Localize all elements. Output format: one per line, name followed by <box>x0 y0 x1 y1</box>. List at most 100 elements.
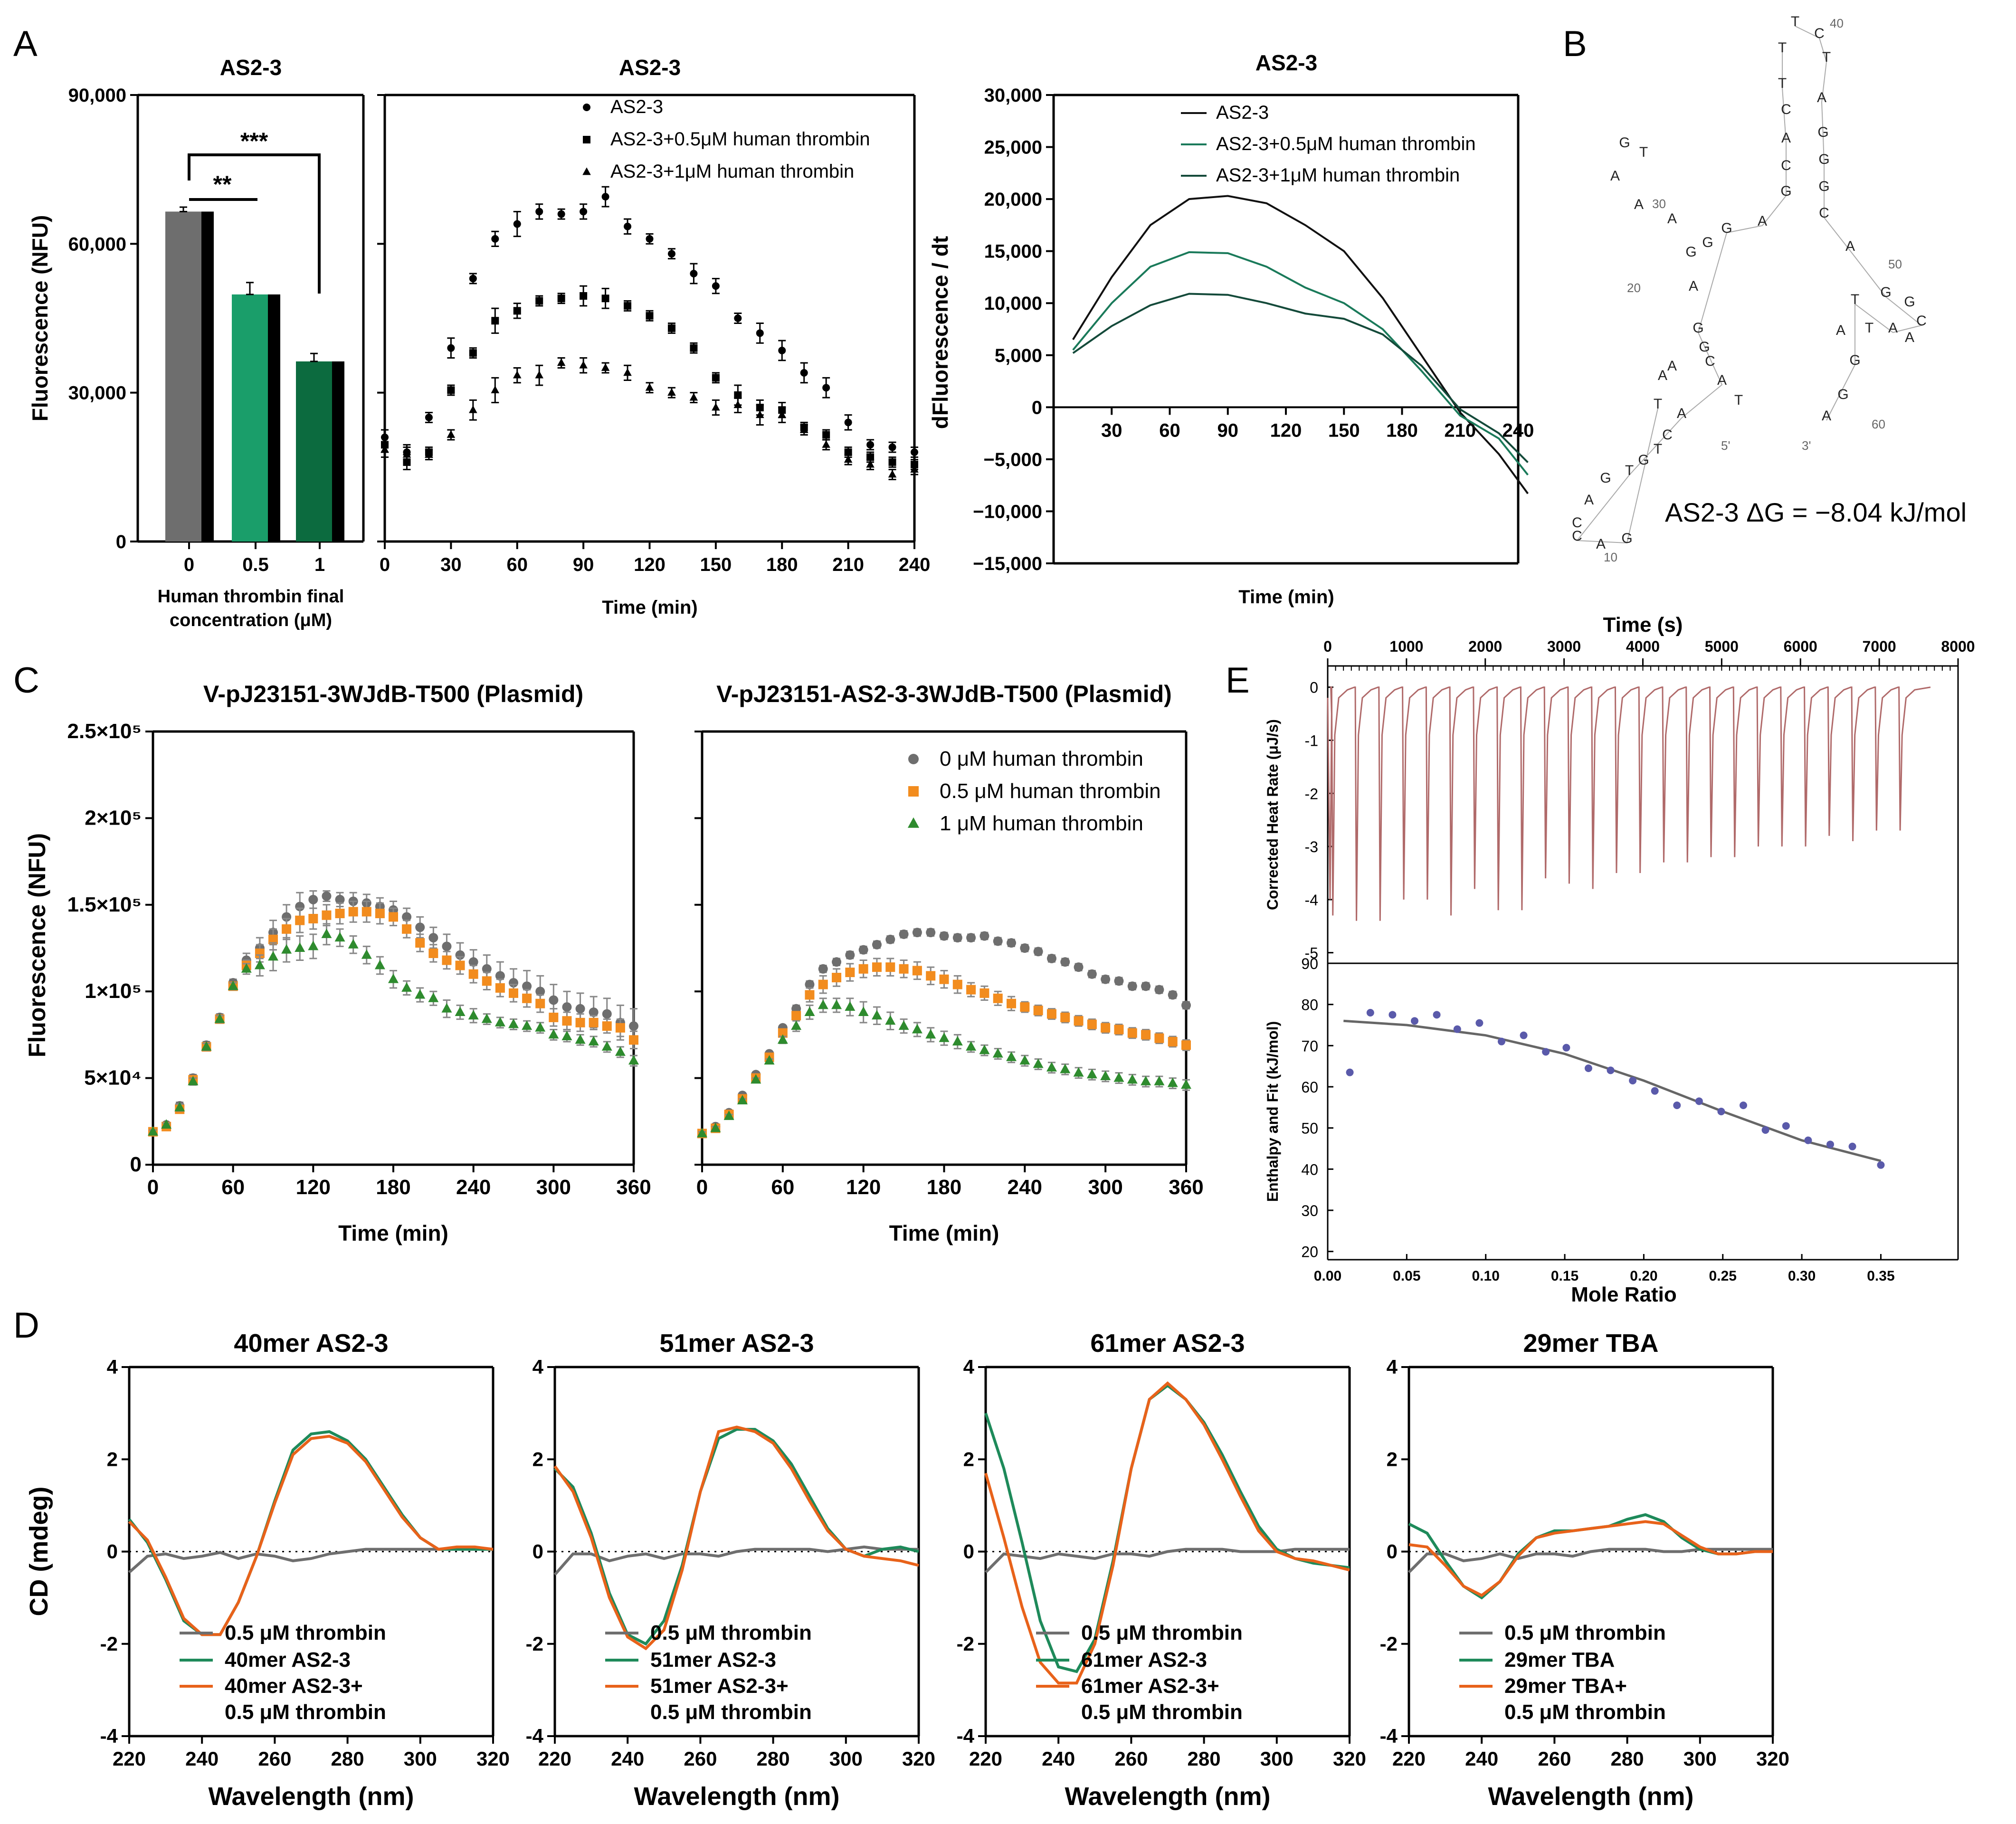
e-bot-xtick-label: 0.10 <box>1472 1268 1500 1284</box>
c2-point <box>1167 1077 1178 1087</box>
d4-ytick-label: -2 <box>1380 1633 1398 1655</box>
e-top-ytick-label: -3 <box>1305 838 1318 855</box>
a2-point <box>491 385 500 393</box>
a2-point <box>469 275 477 283</box>
c2-point <box>1046 953 1056 963</box>
c2-point <box>926 971 936 981</box>
c2-point <box>1020 1002 1030 1012</box>
c-legend-marker <box>908 786 919 797</box>
c1-point <box>442 955 452 965</box>
e-enthalpy-point <box>1607 1066 1615 1074</box>
d1-series-line <box>128 1434 494 1636</box>
c2-point <box>939 931 949 941</box>
c2-point <box>1154 1075 1165 1085</box>
c2-point <box>926 928 936 938</box>
a2-point <box>425 450 433 458</box>
c2-point <box>1141 1030 1151 1040</box>
a2-point <box>690 344 698 352</box>
d4-legend-label: 29mer TBA <box>1504 1648 1615 1672</box>
c2-point <box>1181 1000 1191 1010</box>
nucleotide: T <box>1778 76 1787 91</box>
a1-ytick-label: 90,000 <box>68 85 126 106</box>
e-top-xtick-label: 6000 <box>1784 638 1817 655</box>
a3-ytick-label: 20,000 <box>984 189 1042 210</box>
d3-xtick-label: 280 <box>1188 1748 1221 1770</box>
nucleotide: G <box>1849 352 1860 368</box>
c1-point <box>442 941 452 951</box>
a2-xtick-label: 240 <box>899 554 931 575</box>
c2-point <box>1060 1012 1070 1022</box>
c1-point <box>602 1009 612 1019</box>
c1-point <box>628 1055 639 1065</box>
nucleotide: A <box>1758 213 1767 229</box>
nucleotide-index-label: 60 <box>1872 417 1885 431</box>
nucleotide: T <box>1865 320 1873 336</box>
c1-point <box>494 1016 505 1026</box>
d4-xtick-label: 300 <box>1683 1748 1717 1770</box>
e-bot-ytick-label: 20 <box>1301 1244 1318 1261</box>
c1-point <box>575 1004 585 1014</box>
a3-xtick-label: 180 <box>1386 420 1418 441</box>
d2-ytick-label: -2 <box>526 1633 543 1655</box>
c-legend-label: 0.5 μM human thrombin <box>940 779 1161 803</box>
e-bot-xlabel: Mole Ratio <box>1571 1283 1676 1306</box>
a2-point <box>778 346 786 354</box>
e-top-xtick-label: 8000 <box>1941 638 1975 655</box>
a3-xtick-label: 120 <box>1270 420 1302 441</box>
a2-point <box>557 358 566 366</box>
c2-point <box>885 934 895 944</box>
c2-point <box>872 940 882 950</box>
panel-label-c: C <box>13 660 39 701</box>
c2-point <box>1033 1058 1044 1068</box>
nucleotide: G <box>1638 452 1649 468</box>
c1-point <box>428 992 439 1002</box>
c1-point <box>415 922 425 932</box>
a2-point <box>513 220 521 228</box>
d3-ytick-label: 4 <box>963 1356 975 1378</box>
e-top-xtick-label: 2000 <box>1468 638 1502 655</box>
c2-xtick-label: 240 <box>1008 1176 1042 1199</box>
d2-ytick-label: 2 <box>533 1448 543 1470</box>
c1-point <box>201 1041 212 1051</box>
a3-ytick-label: −5,000 <box>984 449 1042 470</box>
a2-point <box>380 445 389 453</box>
c2-point <box>966 985 976 995</box>
c1-point <box>615 1046 626 1056</box>
nucleotide-index-label: 30 <box>1652 197 1666 211</box>
nucleotide: C <box>1572 515 1582 531</box>
c1-ytick-label: 2.5×10⁵ <box>67 720 142 743</box>
a2-xtick-label: 30 <box>440 554 462 575</box>
c1-point <box>509 988 518 998</box>
c2-point <box>791 1020 802 1030</box>
e-bot-ytick-label: 70 <box>1301 1037 1318 1054</box>
e-enthalpy-point <box>1433 1011 1441 1019</box>
c2-point <box>1114 1025 1124 1035</box>
c2-point <box>1141 981 1151 991</box>
c1-point <box>228 980 238 990</box>
c1-point <box>535 987 545 997</box>
c1-point <box>188 1075 199 1085</box>
nucleotide-index-label: 50 <box>1888 257 1902 271</box>
c1-point <box>161 1119 172 1129</box>
c1-point <box>468 1010 479 1020</box>
nucleotide: T <box>1851 292 1859 307</box>
c2-point <box>993 936 1003 946</box>
c1-point <box>374 960 385 969</box>
c2-point <box>899 964 909 974</box>
e-bot-ylabel: Enthalpy and Fit (kJ/mol) <box>1264 1021 1281 1202</box>
c1-point <box>588 1036 599 1045</box>
c2-point <box>1060 1064 1071 1074</box>
a2-point <box>822 431 830 439</box>
c1-point <box>148 1126 158 1136</box>
c2-point <box>858 964 868 974</box>
c2-point <box>1074 962 1084 972</box>
e-top-xtick-label: 5000 <box>1705 638 1739 655</box>
a2-point <box>579 361 588 369</box>
e-bot-ytick-label: 80 <box>1301 997 1318 1014</box>
c1-point <box>562 1016 572 1026</box>
d4-xtick-label: 220 <box>1392 1748 1426 1770</box>
d2-xtick-label: 260 <box>684 1748 717 1770</box>
e-enthalpy-point <box>1804 1136 1812 1144</box>
e-enthalpy-point <box>1717 1108 1725 1115</box>
